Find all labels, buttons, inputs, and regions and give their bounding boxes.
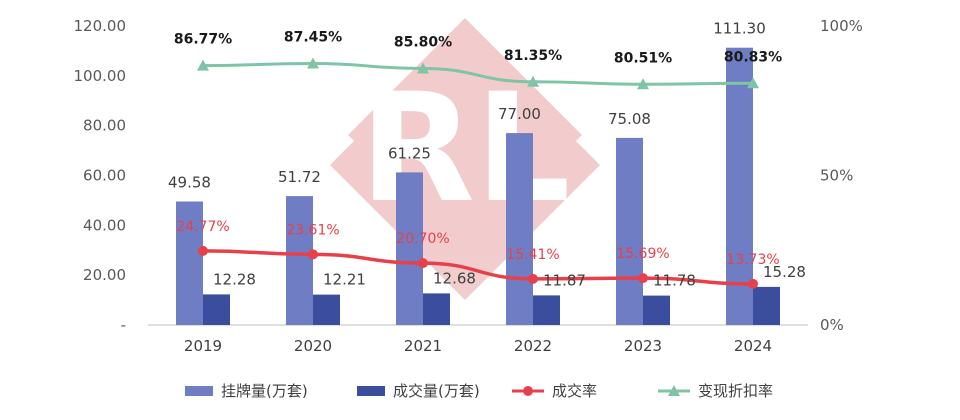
listing-bar <box>616 137 643 325</box>
deal-rate-label: 15.41% <box>506 247 559 263</box>
legend-label: 挂牌量(万套) <box>221 382 308 400</box>
data-labels: 49.58 51.72 61.25 77.00 75.08 111.30 12.28 12.2… <box>168 20 806 290</box>
listing-bar <box>396 172 423 325</box>
legend: 挂牌量(万套) 成交量(万套) 成交率 变现折扣率 <box>185 382 773 400</box>
legend-marker <box>523 386 533 396</box>
bars <box>176 47 780 325</box>
discount-rate-point <box>417 62 429 74</box>
deal-rate-point <box>308 249 318 260</box>
legend-label: 成交率 <box>552 382 597 400</box>
discount-rate-line <box>202 61 754 86</box>
y-right-tick: 0% <box>820 316 844 334</box>
legend-item: 成交率 <box>512 382 597 400</box>
x-tick-label: 2021 <box>404 337 442 355</box>
deal-bar <box>203 294 230 325</box>
listing-bar <box>726 47 753 325</box>
y-left-tick: - <box>121 316 126 334</box>
deal-rate-point <box>418 258 428 269</box>
deal-bar <box>643 295 670 325</box>
deal-bar <box>423 293 450 325</box>
deal-bar-label: 12.28 <box>213 270 256 288</box>
discount-rate-label: 81.35% <box>504 48 562 64</box>
deal-bar <box>753 286 780 325</box>
y-left-tick: 40.00 <box>83 216 126 234</box>
discount-rate-label: 87.45% <box>284 30 342 46</box>
listing-bar <box>506 133 533 325</box>
legend-label: 成交量(万套) <box>393 382 480 400</box>
listing-bar-label: 75.08 <box>608 110 651 128</box>
deal-rate-point <box>198 245 208 256</box>
deal-bar <box>313 294 340 325</box>
x-tick-label: 2019 <box>184 337 222 355</box>
legend-item: 成交量(万套) <box>357 382 480 400</box>
y-left-tick: 80.00 <box>83 117 126 135</box>
legend-swatch <box>185 386 213 396</box>
deal-rate-point <box>748 278 758 289</box>
y-left-tick: 20.00 <box>83 266 126 284</box>
legend-swatch <box>357 386 385 396</box>
deal-bar <box>533 295 560 325</box>
listing-bar <box>286 196 313 325</box>
listing-bar-label: 49.58 <box>168 174 211 192</box>
deal-rate-line <box>202 249 754 286</box>
deal-rate-label: 13.73% <box>726 252 779 268</box>
discount-rate-label: 80.83% <box>724 49 782 65</box>
deal-bar-label: 12.21 <box>323 271 366 289</box>
discount-rate-point <box>747 77 759 89</box>
y-right-tick: 100% <box>820 17 863 35</box>
deal-rate-point <box>638 273 648 284</box>
discount-rate-point <box>307 57 319 69</box>
deal-rate-label: 24.77% <box>176 219 229 235</box>
discount-rate-label: 86.77% <box>174 32 232 48</box>
listing-bar-label: 77.00 <box>498 105 541 123</box>
x-tick-label: 2024 <box>734 337 772 355</box>
deal-bar-label: 15.28 <box>763 263 806 281</box>
deal-rate-label: 20.70% <box>396 231 449 247</box>
legend-item: 挂牌量(万套) <box>185 382 308 400</box>
y-left-tick: 60.00 <box>83 167 126 185</box>
deal-rate-label: 15.69% <box>616 246 669 262</box>
discount-rate-point <box>527 75 539 87</box>
discount-rate-label: 85.80% <box>394 35 452 51</box>
axes: - 20.00 40.00 60.00 80.00 100.00 120.00 0% 50% 10… <box>74 17 863 355</box>
y-left-tick: 100.00 <box>74 67 127 85</box>
discount-rate-label: 80.51% <box>614 50 672 66</box>
discount-rate-point <box>637 78 649 90</box>
x-tick-label: 2023 <box>624 337 662 355</box>
deal-rate-label: 23.61% <box>286 222 339 238</box>
x-tick-label: 2022 <box>514 337 552 355</box>
listing-bar-label: 61.25 <box>388 144 431 162</box>
deal-bar-label: 12.68 <box>433 269 476 287</box>
legend-marker <box>668 385 680 396</box>
lines <box>197 57 759 289</box>
y-right-tick: 50% <box>820 167 853 185</box>
listing-bar <box>176 201 203 325</box>
y-left-tick: 120.00 <box>74 17 127 35</box>
listing-bar-label: 111.30 <box>713 20 766 38</box>
x-tick-label: 2020 <box>294 337 332 355</box>
legend-item: 变现折扣率 <box>658 382 773 400</box>
listing-bar-label: 51.72 <box>278 168 321 186</box>
deal-bar-label: 11.87 <box>543 271 586 289</box>
deal-rate-point <box>528 273 538 284</box>
watermark-text: RL <box>359 62 570 236</box>
legend-label: 变现折扣率 <box>698 382 773 400</box>
deal-bar-label: 11.78 <box>653 272 696 290</box>
discount-rate-point <box>197 59 209 71</box>
